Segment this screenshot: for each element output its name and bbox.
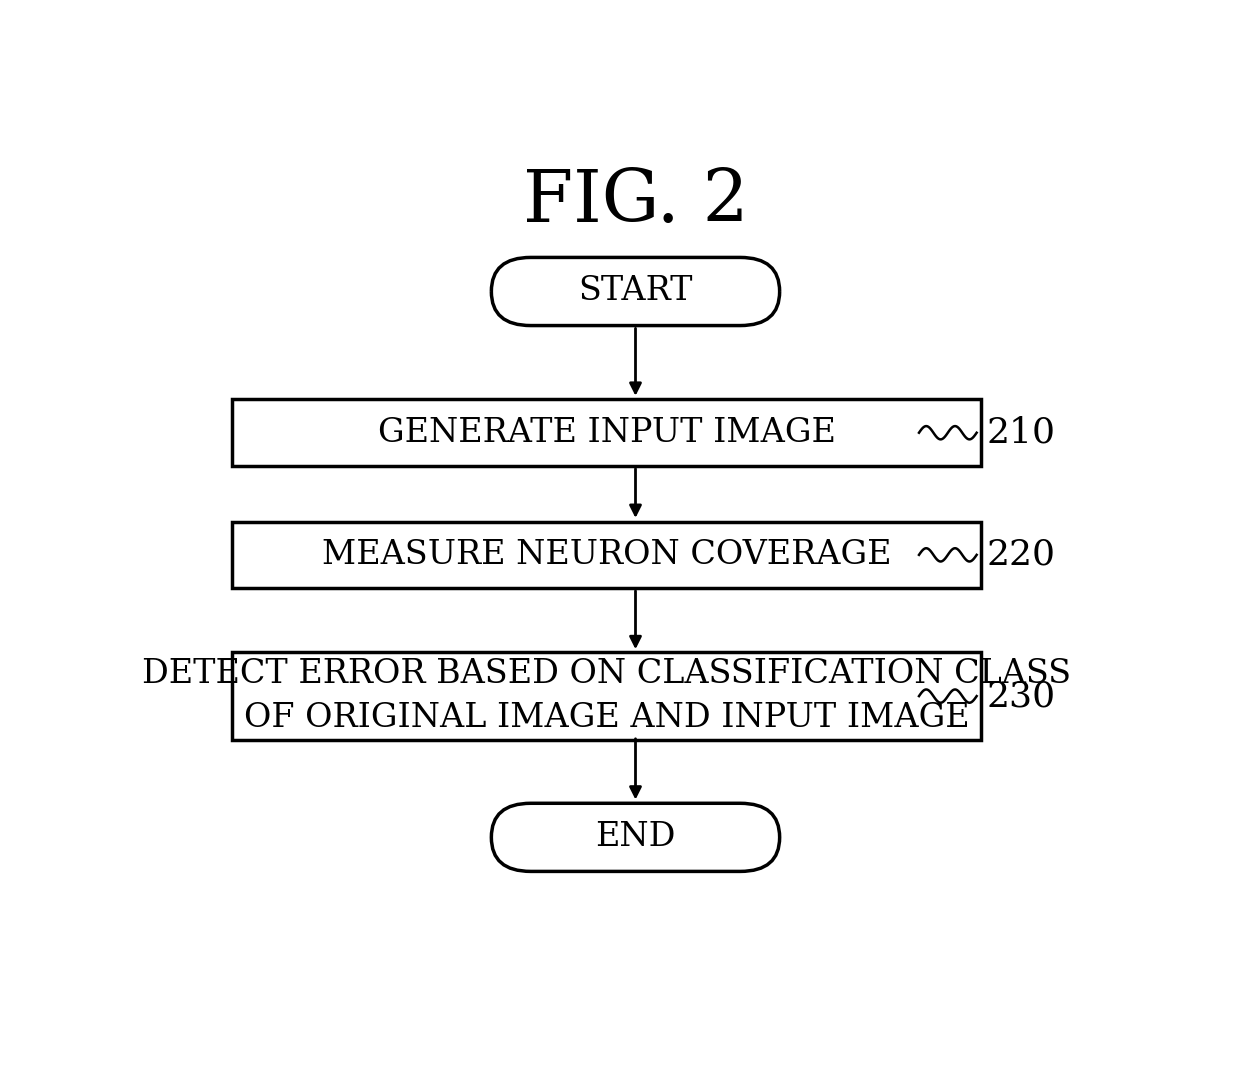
FancyBboxPatch shape bbox=[491, 803, 780, 872]
Text: GENERATE INPUT IMAGE: GENERATE INPUT IMAGE bbox=[378, 416, 836, 449]
Bar bbox=[232, 521, 982, 588]
FancyBboxPatch shape bbox=[491, 258, 780, 326]
Text: FIG. 2: FIG. 2 bbox=[523, 167, 748, 237]
Text: 210: 210 bbox=[986, 415, 1055, 450]
Text: 230: 230 bbox=[986, 679, 1055, 713]
Text: MEASURE NEURON COVERAGE: MEASURE NEURON COVERAGE bbox=[322, 538, 892, 571]
Text: END: END bbox=[595, 821, 676, 853]
Text: START: START bbox=[578, 275, 693, 308]
Bar bbox=[232, 399, 982, 466]
Text: DETECT ERROR BASED ON CLASSIFICATION CLASS
OF ORIGINAL IMAGE AND INPUT IMAGE: DETECT ERROR BASED ON CLASSIFICATION CLA… bbox=[143, 658, 1071, 735]
Bar bbox=[232, 653, 982, 740]
Text: 220: 220 bbox=[986, 537, 1055, 572]
